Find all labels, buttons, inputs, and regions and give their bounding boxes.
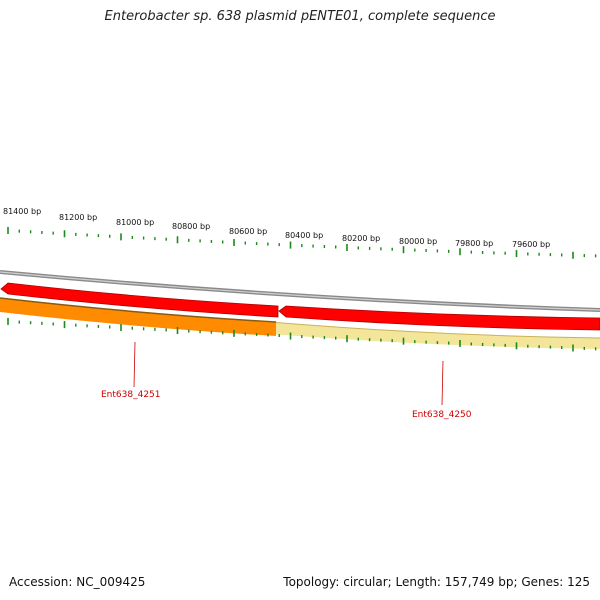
backbone-inner (0, 271, 600, 311)
scale-labels: 81400 bp 81200 bp 81000 bp 80800 bp 8060… (3, 207, 550, 249)
gene-leader-line (133, 341, 136, 388)
topology-summary: Topology: circular; Length: 157,749 bp; … (283, 575, 590, 589)
scale-label: 81400 bp (3, 207, 41, 216)
scale-label: 80800 bp (172, 222, 210, 231)
scale-label: 80400 bp (285, 231, 323, 240)
map-title: Enterobacter sp. 638 plasmid pENTE01, co… (104, 9, 496, 24)
scale-label: 80200 bp (342, 234, 380, 243)
scale-label: 79800 bp (455, 239, 493, 248)
feature-band-yellow (270, 322, 600, 349)
gene-label-ent638-4250[interactable]: Ent638_4250 (412, 410, 472, 420)
gene-leader-line (441, 360, 444, 406)
backbone-outer (0, 270, 600, 312)
gene-label-ent638-4251[interactable]: Ent638_4251 (101, 390, 161, 400)
gene-arrow-ent638-4251[interactable] (0, 282, 279, 318)
scale-label: 79600 bp (512, 240, 550, 249)
feature-band-orange (0, 298, 276, 336)
scale-label: 80000 bp (399, 237, 437, 246)
feature-band-orange-edge (0, 297, 277, 323)
scale-ticks-upper (7, 226, 597, 259)
scale-label: 81200 bp (59, 213, 97, 222)
scale-label: 81000 bp (116, 218, 154, 227)
feature-band-yellow-edge (269, 321, 600, 339)
scale-label: 80600 bp (229, 227, 267, 236)
scale-ticks-lower (7, 317, 597, 352)
accession-text: Accession: NC_009425 (9, 575, 146, 589)
